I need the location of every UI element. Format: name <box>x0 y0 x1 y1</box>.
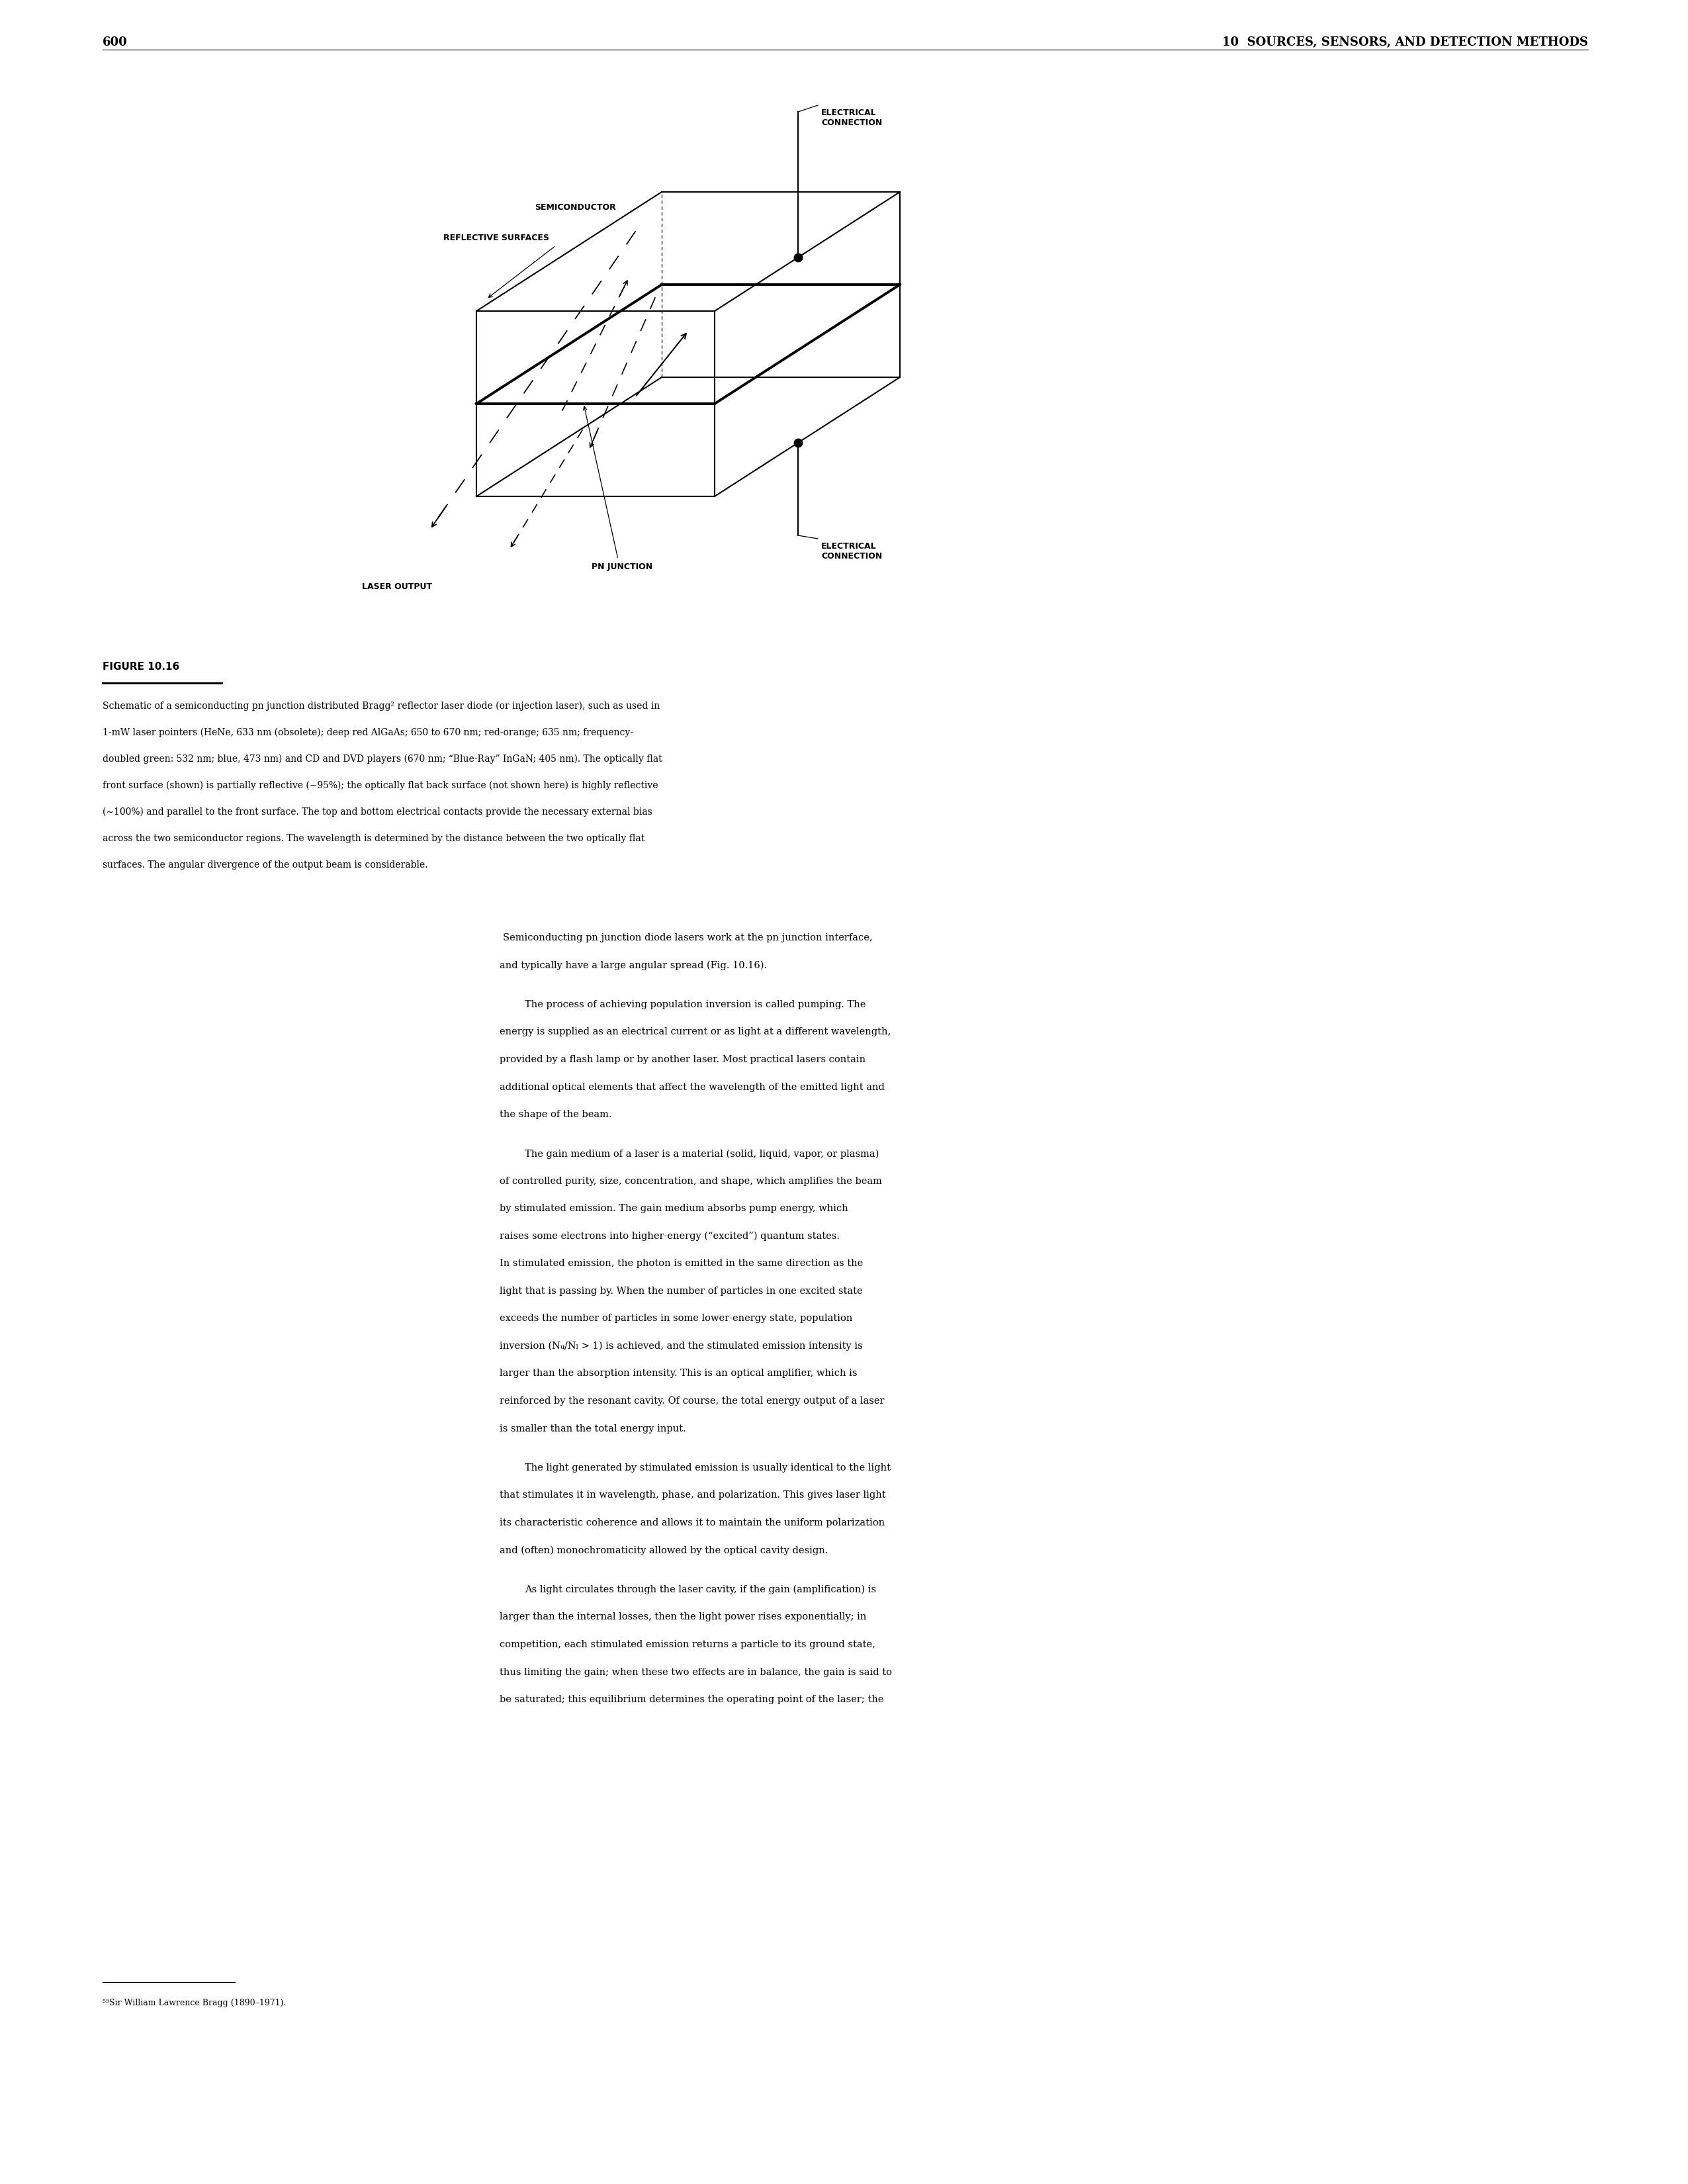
Text: competition, each stimulated emission returns a particle to its ground state,: competition, each stimulated emission re… <box>500 1640 876 1649</box>
Text: In stimulated emission, the photon is emitted in the same direction as the: In stimulated emission, the photon is em… <box>500 1260 863 1269</box>
Text: and typically have a large angular spread (Fig. 10.16).: and typically have a large angular sprea… <box>500 961 766 970</box>
Text: the shape of the beam.: the shape of the beam. <box>500 1109 611 1118</box>
Text: ⁵⁹Sir William Lawrence Bragg (1890–1971).: ⁵⁹Sir William Lawrence Bragg (1890–1971)… <box>103 1998 285 2007</box>
Text: surfaces. The angular divergence of the output beam is considerable.: surfaces. The angular divergence of the … <box>103 860 427 869</box>
Text: FIGURE 10.16: FIGURE 10.16 <box>103 662 179 673</box>
Text: light that is passing by. When the number of particles in one excited state: light that is passing by. When the numbe… <box>500 1286 863 1295</box>
Text: inversion (Nᵤ/Nₗ > 1) is achieved, and the stimulated emission intensity is: inversion (Nᵤ/Nₗ > 1) is achieved, and t… <box>500 1341 863 1352</box>
Text: raises some electrons into higher-energy (“excited”) quantum states.: raises some electrons into higher-energy… <box>500 1232 839 1241</box>
Text: (∼100%) and parallel to the front surface. The top and bottom electrical contact: (∼100%) and parallel to the front surfac… <box>103 808 652 817</box>
Text: front surface (shown) is partially reflective (∼95%); the optically flat back su: front surface (shown) is partially refle… <box>103 782 658 791</box>
Text: energy is supplied as an electrical current or as light at a different wavelengt: energy is supplied as an electrical curr… <box>500 1026 891 1037</box>
Text: doubled green: 532 nm; blue, 473 nm) and CD and DVD players (670 nm; “Blue-Ray” : doubled green: 532 nm; blue, 473 nm) and… <box>103 753 662 764</box>
Text: 600: 600 <box>103 37 128 48</box>
Text: and (often) monochromaticity allowed by the optical cavity design.: and (often) monochromaticity allowed by … <box>500 1546 829 1555</box>
Text: The light generated by stimulated emission is usually identical to the light: The light generated by stimulated emissi… <box>525 1463 891 1472</box>
Text: its characteristic coherence and allows it to maintain the uniform polarization: its characteristic coherence and allows … <box>500 1518 885 1527</box>
Text: provided by a flash lamp or by another laser. Most practical lasers contain: provided by a flash lamp or by another l… <box>500 1055 866 1064</box>
Text: reinforced by the resonant cavity. Of course, the total energy output of a laser: reinforced by the resonant cavity. Of co… <box>500 1396 885 1406</box>
Text: exceeds the number of particles in some lower-energy state, population: exceeds the number of particles in some … <box>500 1315 852 1324</box>
Text: LASER OUTPUT: LASER OUTPUT <box>361 583 432 592</box>
Text: across the two semiconductor regions. The wavelength is determined by the distan: across the two semiconductor regions. Th… <box>103 834 645 843</box>
Text: that stimulates it in wavelength, phase, and polarization. This gives laser ligh: that stimulates it in wavelength, phase,… <box>500 1492 886 1500</box>
Text: is smaller than the total energy input.: is smaller than the total energy input. <box>500 1424 685 1433</box>
Text: additional optical elements that affect the wavelength of the emitted light and: additional optical elements that affect … <box>500 1083 885 1092</box>
Text: by stimulated emission. The gain medium absorbs pump energy, which: by stimulated emission. The gain medium … <box>500 1203 847 1214</box>
Text: REFLECTIVE SURFACES: REFLECTIVE SURFACES <box>444 234 549 242</box>
Text: Schematic of a semiconducting pn junction distributed Bragg² reflector laser dio: Schematic of a semiconducting pn junctio… <box>103 701 660 712</box>
Text: The process of achieving population inversion is called pumping. The: The process of achieving population inve… <box>525 1000 866 1009</box>
Text: ELECTRICAL
CONNECTION: ELECTRICAL CONNECTION <box>820 109 883 127</box>
Text: larger than the absorption intensity. This is an optical amplifier, which is: larger than the absorption intensity. Th… <box>500 1369 858 1378</box>
Text: As light circulates through the laser cavity, if the gain (amplification) is: As light circulates through the laser ca… <box>525 1586 876 1594</box>
Text: ELECTRICAL
CONNECTION: ELECTRICAL CONNECTION <box>820 542 883 561</box>
Text: 10  SOURCES, SENSORS, AND DETECTION METHODS: 10 SOURCES, SENSORS, AND DETECTION METHO… <box>1222 37 1588 48</box>
Text: The gain medium of a laser is a material (solid, liquid, vapor, or plasma): The gain medium of a laser is a material… <box>525 1149 879 1160</box>
Text: be saturated; this equilibrium determines the operating point of the laser; the: be saturated; this equilibrium determine… <box>500 1695 883 1704</box>
Text: of controlled purity, size, concentration, and shape, which amplifies the beam: of controlled purity, size, concentratio… <box>500 1177 881 1186</box>
Text: Semiconducting pn junction diode lasers work at the pn junction interface,: Semiconducting pn junction diode lasers … <box>503 933 873 943</box>
Text: larger than the internal losses, then the light power rises exponentially; in: larger than the internal losses, then th… <box>500 1612 866 1623</box>
Text: SEMICONDUCTOR: SEMICONDUCTOR <box>535 203 616 212</box>
Text: thus limiting the gain; when these two effects are in balance, the gain is said : thus limiting the gain; when these two e… <box>500 1666 891 1677</box>
Text: PN JUNCTION: PN JUNCTION <box>591 563 653 572</box>
Text: 1-mW laser pointers (HeNe, 633 nm (obsolete); deep red AlGaAs; 650 to 670 nm; re: 1-mW laser pointers (HeNe, 633 nm (obsol… <box>103 727 633 738</box>
